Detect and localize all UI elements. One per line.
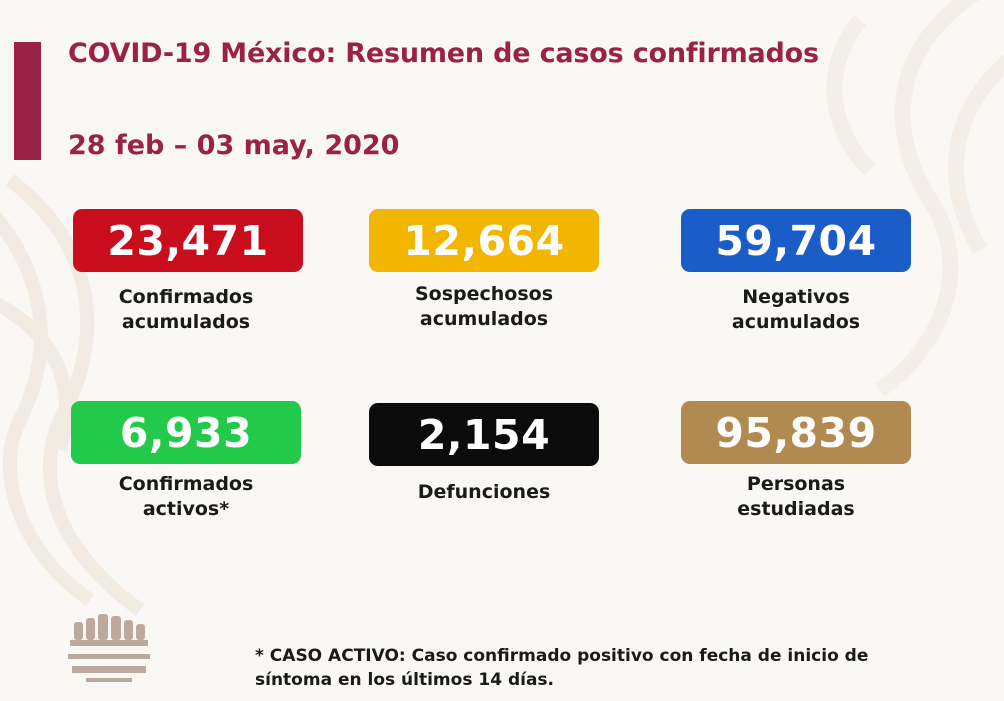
stat-label-negativos-acumulados: Negativos acumulados: [731, 286, 861, 333]
stat-box-personas-estudiadas: 95,839: [681, 401, 911, 464]
date-range: 28 feb – 03 may, 2020: [68, 130, 400, 161]
accent-bar: [14, 42, 41, 160]
government-logo: [68, 614, 150, 682]
stat-label-personas-estudiadas: Personas estudiadas: [737, 473, 855, 520]
stat-box-negativos-acumulados: 59,704: [681, 209, 911, 272]
page-title: COVID-19 México: Resumen de casos confir…: [68, 38, 819, 69]
stat-box-sospechosos-acumulados: 12,664: [369, 209, 599, 272]
stat-box-confirmados-acumulados: 23,471: [73, 209, 303, 272]
stat-box-confirmados-activos: 6,933: [71, 401, 301, 464]
stat-label-sospechosos-acumulados: Sospechosos acumulados: [414, 283, 554, 330]
stat-label-defunciones: Defunciones: [417, 481, 551, 503]
stat-label-confirmados-acumulados: Confirmados acumulados: [118, 286, 254, 333]
stat-box-defunciones: 2,154: [369, 403, 599, 466]
stat-label-confirmados-activos: Confirmados activos*: [118, 473, 254, 520]
footnote-caso-activo: * CASO ACTIVO: Caso confirmado positivo …: [255, 646, 869, 690]
